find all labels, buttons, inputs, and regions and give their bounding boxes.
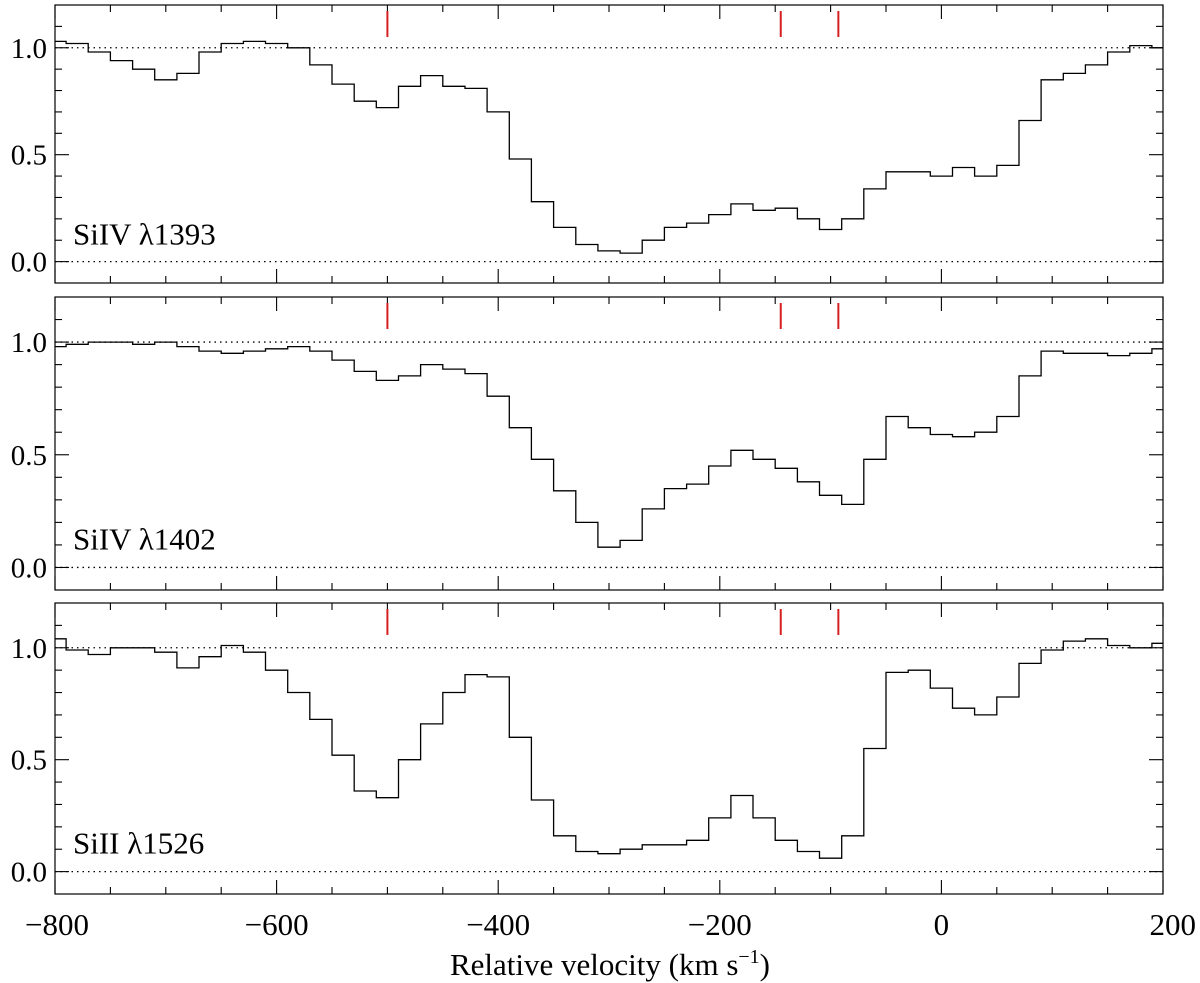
x-tick-label: −200 (688, 907, 752, 942)
panel-frame (54, 296, 1164, 591)
y-tick-label: 0.0 (11, 552, 47, 584)
y-tick-label: 0.5 (11, 745, 47, 777)
panel-label: SiIV λ1402 (73, 521, 216, 556)
x-axis-label-main: Relative velocity (km s (450, 947, 738, 982)
y-tick-label: 1.0 (11, 33, 47, 65)
y-tick-label: 0.5 (11, 440, 47, 472)
x-tick-label: 0 (934, 907, 950, 942)
y-tick-label: 1.0 (11, 327, 47, 359)
y-tick-label: 1.0 (11, 633, 47, 665)
x-tick-label: −600 (245, 907, 309, 942)
panel-1: 0.0 0.5 1.0 SiIV λ1393 (11, 4, 1164, 284)
panel-label: SiIV λ1393 (73, 217, 216, 252)
x-tick-label: −800 (25, 907, 89, 942)
panel-label: SiII λ1526 (73, 826, 204, 861)
y-tick-label: 0.5 (11, 140, 47, 172)
x-tick-label: −400 (466, 907, 530, 942)
x-axis: −800 −600 −400 −200 0 200 (25, 907, 1196, 942)
y-tick-label: 0.0 (11, 857, 47, 889)
spectrum-series (55, 638, 1163, 859)
panel-3: 0.0 0.5 1.0 SiII λ1526 (11, 602, 1164, 895)
spectrum-series (55, 40, 1163, 254)
x-tick-label: 200 (1150, 907, 1197, 942)
panel-2: 0.0 0.5 1.0 SiIV λ1402 (11, 296, 1164, 591)
spectrum-series (55, 341, 1163, 548)
x-axis-label-end: ) (760, 947, 770, 982)
x-axis-label-exponent: −1 (738, 946, 759, 968)
x-axis-label: Relative velocity (km s−1) (450, 946, 770, 982)
y-tick-label: 0.0 (11, 247, 47, 279)
